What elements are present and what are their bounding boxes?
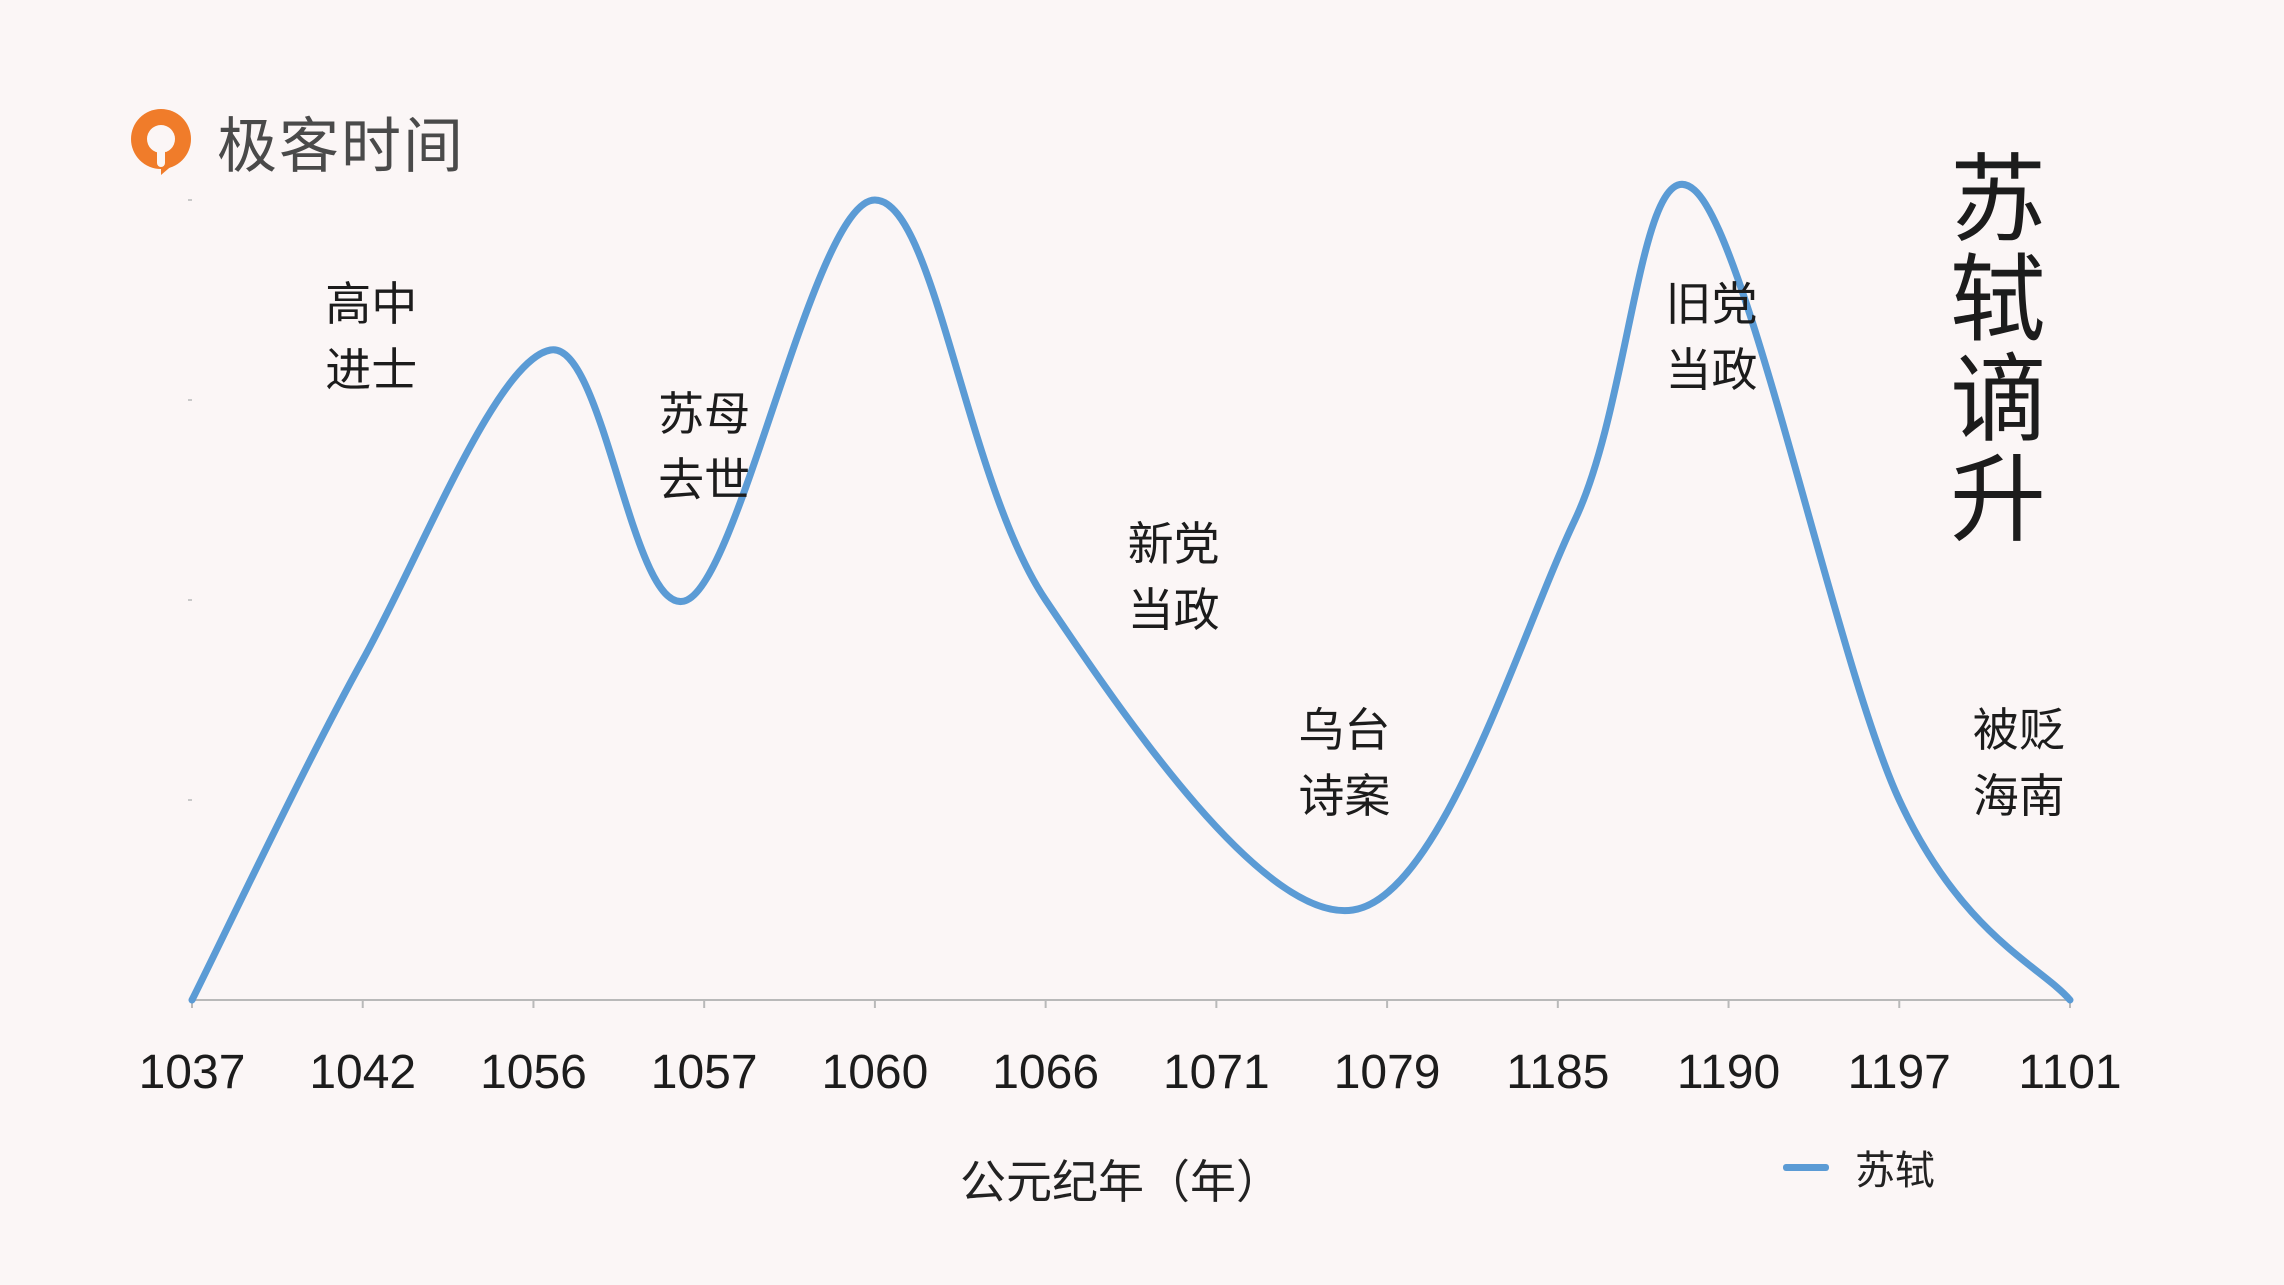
- annotation-line2: 诗案: [1298, 769, 1390, 823]
- brand-logo-icon: [131, 108, 191, 175]
- x-tick-label: 1190: [1677, 1046, 1780, 1099]
- legend-swatch: [1783, 1163, 1829, 1171]
- annotation-line1: 新党: [1128, 517, 1220, 571]
- chart-title: 苏轼 谪升: [1950, 150, 2100, 550]
- annotation-line1: 高中: [325, 277, 417, 331]
- annotation-line1: 被贬: [1973, 703, 2065, 757]
- x-tick-label: 1071: [1163, 1046, 1270, 1099]
- x-tick-label: 1079: [1334, 1046, 1441, 1099]
- chart-title-line2: 谪升: [1950, 344, 2046, 556]
- x-tick-labels: 1037 1042 1056 1057 1060 1066 1071 1079 1185 1190…: [139, 1046, 2122, 1099]
- x-tick-label: 1197: [1848, 1046, 1951, 1099]
- x-tick-label: 1057: [651, 1046, 758, 1099]
- annotation-line2: 当政: [1665, 343, 1757, 397]
- annotation-line2: 去世: [658, 453, 750, 507]
- brand-name: 极客时间: [217, 112, 465, 182]
- x-tick-label: 1101: [2018, 1046, 2121, 1099]
- legend-label: 苏轼: [1855, 1148, 1935, 1194]
- annotation-line2: 进士: [325, 343, 417, 397]
- annotation-line2: 当政: [1128, 583, 1220, 637]
- annotation-line2: 海南: [1973, 769, 2065, 823]
- annotation-line1: 苏母: [658, 387, 750, 441]
- x-tick-label: 1066: [992, 1046, 1099, 1099]
- x-tick-label: 1037: [139, 1046, 246, 1099]
- chart-title-line1: 苏轼: [1950, 144, 2046, 356]
- annotation-line1: 乌台: [1298, 703, 1390, 757]
- chart-series: [188, 181, 2074, 1004]
- x-axis-title: 公元纪年（年）: [960, 1155, 1282, 1209]
- annotation-line1: 旧党: [1665, 277, 1757, 331]
- series-line-sushi: [188, 181, 2074, 1004]
- x-tick-label: 1056: [480, 1046, 587, 1099]
- chart-legend: 苏轼: [1783, 1138, 1935, 1196]
- x-tick-label: 1185: [1506, 1046, 1609, 1099]
- x-tick-label: 1060: [822, 1046, 929, 1099]
- brand-logo: 极客时间: [125, 98, 465, 185]
- x-tick-label: 1042: [309, 1046, 416, 1099]
